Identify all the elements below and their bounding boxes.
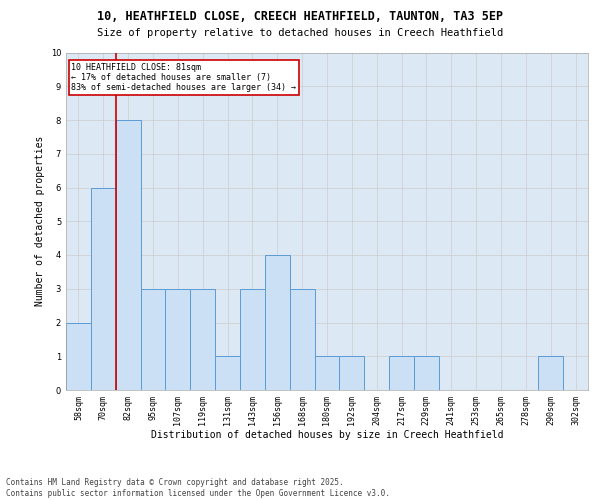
Text: Size of property relative to detached houses in Creech Heathfield: Size of property relative to detached ho… <box>97 28 503 38</box>
Y-axis label: Number of detached properties: Number of detached properties <box>35 136 45 306</box>
Bar <box>414 356 439 390</box>
X-axis label: Distribution of detached houses by size in Creech Heathfield: Distribution of detached houses by size … <box>151 430 503 440</box>
Bar <box>290 289 314 390</box>
Bar <box>140 289 166 390</box>
Bar <box>538 356 563 390</box>
Bar <box>314 356 340 390</box>
Text: 10 HEATHFIELD CLOSE: 81sqm
← 17% of detached houses are smaller (7)
83% of semi-: 10 HEATHFIELD CLOSE: 81sqm ← 17% of deta… <box>71 62 296 92</box>
Bar <box>166 289 190 390</box>
Text: 10, HEATHFIELD CLOSE, CREECH HEATHFIELD, TAUNTON, TA3 5EP: 10, HEATHFIELD CLOSE, CREECH HEATHFIELD,… <box>97 10 503 23</box>
Bar <box>215 356 240 390</box>
Bar <box>190 289 215 390</box>
Bar <box>240 289 265 390</box>
Bar <box>116 120 140 390</box>
Bar <box>66 322 91 390</box>
Bar <box>265 255 290 390</box>
Bar <box>91 188 116 390</box>
Bar <box>389 356 414 390</box>
Bar <box>340 356 364 390</box>
Text: Contains HM Land Registry data © Crown copyright and database right 2025.
Contai: Contains HM Land Registry data © Crown c… <box>6 478 390 498</box>
